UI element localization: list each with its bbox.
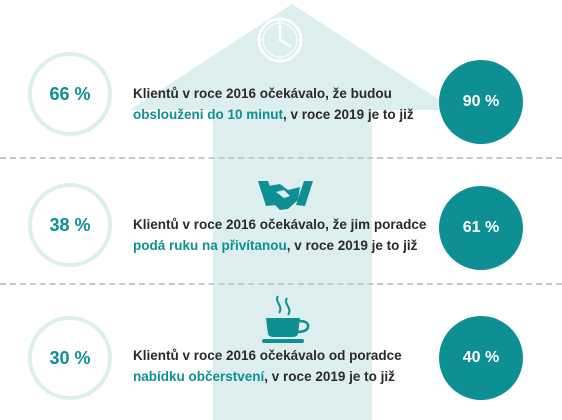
row-text-highlight: obslouženi do 10 minut: [133, 107, 284, 122]
row-divider: [0, 283, 562, 285]
value-2019-label: 61 %: [462, 219, 500, 236]
value-2019-circle: 61 %: [439, 186, 523, 270]
row-text-after: , v roce 2019 je to již: [286, 238, 418, 253]
row-text-after: , v roce 2019 je to již: [283, 107, 414, 122]
value-2019-circle: 90 %: [439, 60, 523, 144]
value-2016-circle: 30 %: [28, 316, 112, 400]
value-2016-circle: 38 %: [28, 183, 112, 267]
row-text-highlight: nabídku občerstvení: [133, 369, 265, 384]
row-description: Klientů v roce 2016 očekávalo, že budou …: [133, 83, 453, 125]
clock-icon: [257, 17, 303, 63]
row-description: Klientů v roce 2016 očekávalo, že jim po…: [133, 214, 453, 256]
value-2016-label: 38 %: [49, 214, 91, 235]
row-text-after: , v roce 2019 je to již: [264, 369, 395, 384]
row-text-before: Klientů v roce 2016 očekávalo, že jim po…: [133, 217, 427, 232]
row-text-highlight: podá ruku na přivítanou: [133, 238, 287, 253]
row-divider: [0, 157, 562, 159]
value-2016-label: 30 %: [49, 347, 91, 368]
row-text-before: Klientů v roce 2016 očekávalo od poradce: [133, 348, 402, 363]
value-2016-circle: 66 %: [28, 52, 112, 136]
handshake-icon: [258, 181, 313, 210]
value-2019-circle: 40 %: [439, 316, 523, 400]
value-2019-label: 90 %: [462, 93, 500, 110]
value-2016-label: 66 %: [49, 83, 91, 104]
row-description: Klientů v roce 2016 očekávalo od poradce…: [133, 345, 453, 387]
coffee-cup-icon: [262, 295, 310, 343]
row-text-before: Klientů v roce 2016 očekávalo, že budou: [133, 86, 392, 101]
value-2019-label: 40 %: [462, 349, 500, 366]
